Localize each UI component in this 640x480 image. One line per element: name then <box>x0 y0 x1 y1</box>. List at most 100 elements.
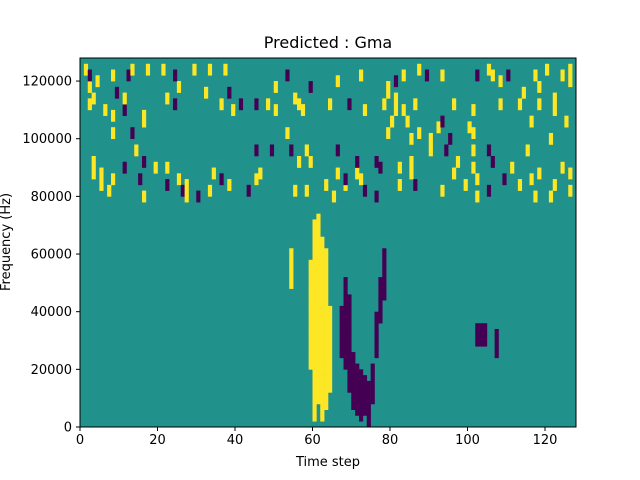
heatmap-cell <box>362 104 368 111</box>
heatmap-cell <box>382 265 387 272</box>
heatmap-cell <box>479 334 484 341</box>
heatmap-cell <box>316 369 321 376</box>
heatmap-cell <box>370 369 375 376</box>
heatmap-cell <box>475 323 480 330</box>
heatmap-cell <box>401 69 406 76</box>
heatmap-cell <box>339 311 344 318</box>
heatmap-cell <box>548 196 554 203</box>
heatmap-cell <box>316 352 321 359</box>
heatmap-cell <box>378 305 383 312</box>
heatmap-cell <box>347 323 352 330</box>
heatmap-cell <box>320 294 325 301</box>
heatmap-cell <box>219 98 224 105</box>
heatmap-cell <box>517 98 523 105</box>
heatmap-cell <box>552 179 557 186</box>
heatmap-cell <box>308 282 313 289</box>
heatmap-cell <box>328 340 333 347</box>
heatmap-cell <box>246 190 251 197</box>
heatmap-cell <box>339 323 344 330</box>
heatmap-cell <box>359 392 364 399</box>
heatmap-cell <box>359 409 364 416</box>
heatmap-cell <box>293 190 298 197</box>
heatmap-cell <box>165 179 170 186</box>
heatmap-cell <box>343 328 348 336</box>
heatmap-cell <box>359 173 364 180</box>
heatmap-cell <box>498 98 503 105</box>
heatmap-cell <box>390 121 395 128</box>
heatmap-cell <box>308 334 313 341</box>
heatmap-cell <box>386 92 391 99</box>
heatmap-cell <box>308 357 313 364</box>
heatmap-cell <box>335 150 340 157</box>
heatmap-cell <box>351 363 356 370</box>
heatmap-cell <box>328 352 333 359</box>
heatmap-cell <box>401 109 406 116</box>
heatmap-cell <box>366 392 371 399</box>
heatmap-cell <box>479 340 484 347</box>
heatmap-cell <box>343 294 348 301</box>
heatmap-cell <box>180 190 185 197</box>
heatmap-cell <box>273 109 278 116</box>
heatmap-cell <box>204 86 209 93</box>
heatmap-cell <box>153 167 158 174</box>
heatmap-cell <box>320 311 325 318</box>
heatmap-cell <box>347 305 352 312</box>
heatmap-cell <box>328 305 333 312</box>
heatmap-cell <box>568 167 573 174</box>
heatmap-cell <box>475 334 480 341</box>
heatmap-cell <box>122 161 127 168</box>
heatmap-cell <box>316 386 321 393</box>
heatmap-cell <box>312 288 317 295</box>
heatmap-cell <box>475 69 480 76</box>
heatmap-cell <box>320 277 325 284</box>
heatmap-cell <box>324 179 329 186</box>
heatmap-cell <box>293 184 298 191</box>
heatmap-cell <box>324 340 329 347</box>
heatmap-cell <box>362 190 368 197</box>
heatmap-cell <box>145 63 151 70</box>
heatmap-cell <box>498 75 503 82</box>
heatmap-cell <box>378 167 383 174</box>
heatmap-cell <box>359 415 364 422</box>
heatmap-cell <box>207 190 213 197</box>
heatmap-cell <box>417 127 422 134</box>
heatmap-cell <box>196 196 201 203</box>
heatmap-cell <box>192 63 197 70</box>
heatmap-cell <box>312 230 317 238</box>
heatmap-cell <box>142 190 147 197</box>
heatmap-cell <box>122 104 127 111</box>
heatmap-cell <box>324 328 329 336</box>
heatmap-cell <box>374 352 379 359</box>
heatmap-cell <box>87 81 92 88</box>
heatmap-cell <box>393 92 399 99</box>
heatmap-cell <box>452 98 457 105</box>
heatmap-cell <box>525 150 530 157</box>
heatmap-cell <box>207 63 213 70</box>
heatmap-cell <box>548 138 554 145</box>
heatmap-cell <box>316 271 321 278</box>
heatmap-cell <box>289 282 294 289</box>
heatmap-cell <box>359 75 364 82</box>
heatmap-cell <box>448 138 453 145</box>
heatmap-cell <box>328 346 333 353</box>
heatmap-cell <box>498 104 503 111</box>
heatmap-cell <box>382 271 387 278</box>
heatmap-cell <box>374 190 379 197</box>
heatmap-cell <box>316 213 321 220</box>
heatmap-cell <box>312 369 317 376</box>
heatmap-cell <box>359 179 364 186</box>
heatmap-cell <box>475 75 480 82</box>
heatmap-cell <box>324 277 329 284</box>
heatmap-cell <box>378 161 383 168</box>
heatmap-cell <box>393 75 399 82</box>
heatmap-cell <box>285 132 290 140</box>
heatmap-cell <box>130 69 135 76</box>
heatmap-cell <box>324 294 329 301</box>
heatmap-cell <box>184 196 189 203</box>
heatmap-cell <box>176 173 182 180</box>
heatmap-cell <box>362 409 368 416</box>
heatmap-cell <box>370 363 375 370</box>
heatmap-cell <box>328 357 333 364</box>
heatmap-cell <box>351 392 356 399</box>
